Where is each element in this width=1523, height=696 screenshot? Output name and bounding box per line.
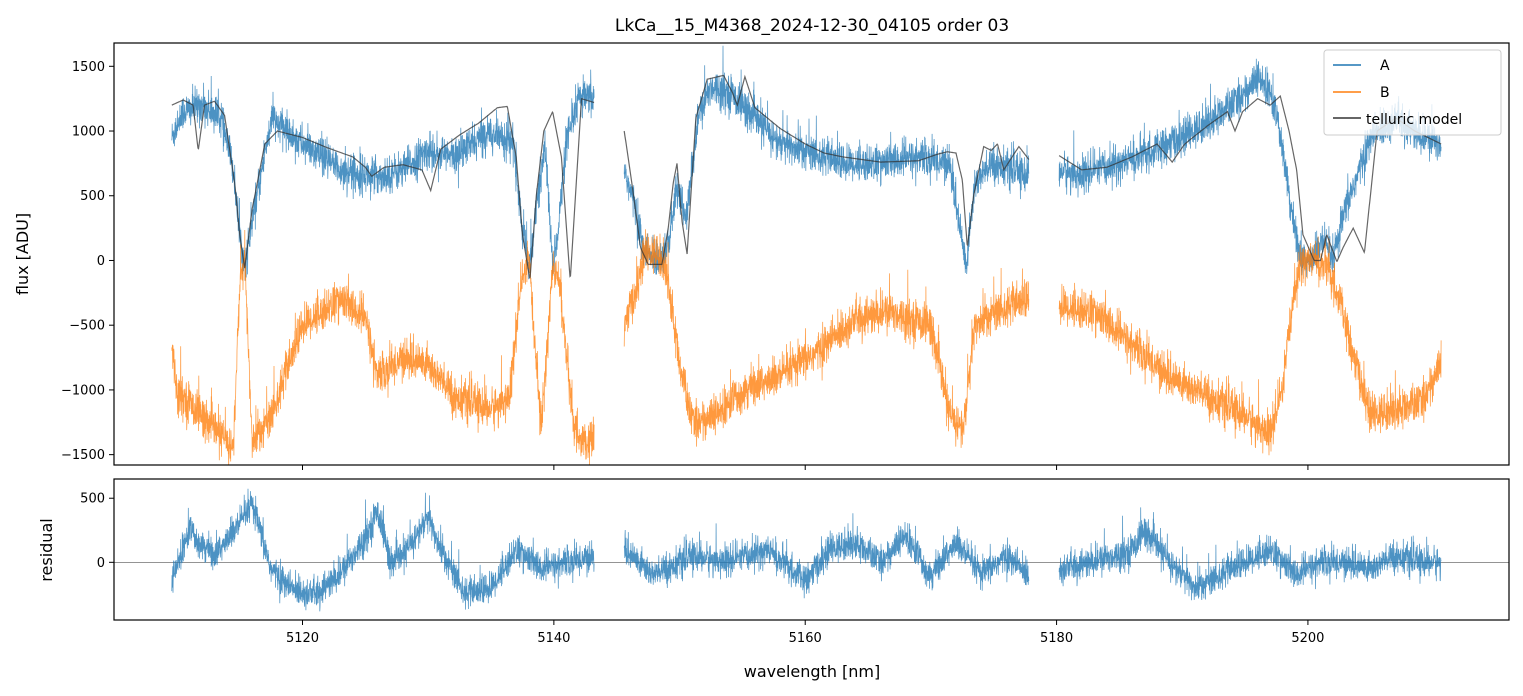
flux-panel-frame [113, 42, 1510, 466]
legend-box [1323, 49, 1502, 136]
legend-label-telluric: telluric model [1366, 112, 1462, 128]
flux-series-line-2-segment-0 [171, 97, 595, 279]
flux-y-tick-label: 500 [80, 189, 105, 204]
residual-series-line-0-segment-2 [1058, 507, 1442, 601]
flux-series-line-1-segment-2 [1058, 236, 1442, 456]
x-tick-label: 5140 [537, 631, 570, 646]
residual-y-axis: 0 500 [80, 492, 114, 571]
flux-series-line-0-segment-2 [1058, 58, 1442, 278]
x-tick-label: 5160 [789, 631, 822, 646]
flux-y-axis: −1500 −1000 −500 0 500 1000 1500 [61, 60, 114, 463]
flux-panel: −1500 −1000 −500 0 500 1000 1500 flux [ADU] A … [13, 42, 1510, 470]
residual-panel: 0 500 5120 5140 5160 5180 5200 residual wavel… [37, 478, 1510, 681]
flux-series-line-1-segment-0 [171, 229, 595, 465]
residual-panel-frame [113, 478, 1510, 621]
flux-y-tick-label: −1000 [61, 383, 105, 398]
x-axis-label: wavelength [nm] [744, 662, 881, 681]
flux-y-axis-label: flux [ADU] [13, 213, 32, 295]
residual-y-tick-label: 0 [97, 556, 105, 571]
flux-y-tick-label: −500 [69, 319, 105, 334]
x-tick-label: 5200 [1291, 631, 1324, 646]
residual-x-axis: 5120 5140 5160 5180 5200 [286, 620, 1324, 646]
x-tick-label: 5180 [1040, 631, 1073, 646]
residual-y-tick-label: 500 [80, 492, 105, 507]
flux-y-tick-label: 1500 [72, 60, 105, 75]
flux-y-tick-label: 1000 [72, 125, 105, 140]
residual-plot-area [114, 488, 1509, 612]
x-tick-label: 5120 [286, 631, 319, 646]
flux-y-tick-label: −1500 [61, 448, 105, 463]
legend-label-a: A [1380, 58, 1390, 74]
flux-y-tick-label: 0 [97, 254, 105, 269]
residual-series-line-0-segment-0 [171, 488, 595, 612]
residual-series-residual [171, 488, 1442, 612]
chart-title: LkCa__15_M4368_2024-12-30_04105 order 03 [615, 16, 1009, 36]
flux-series-line-2-segment-1 [623, 74, 1030, 265]
residual-series-line-0-segment-1 [623, 513, 1030, 599]
residual-y-axis-label: residual [37, 518, 56, 581]
flux-x-ticks [302, 465, 1309, 470]
flux-series-line-1-segment-1 [623, 229, 1030, 448]
legend: A B telluric model [1323, 49, 1502, 136]
flux-series-b [171, 229, 1442, 465]
legend-label-b: B [1380, 85, 1390, 101]
